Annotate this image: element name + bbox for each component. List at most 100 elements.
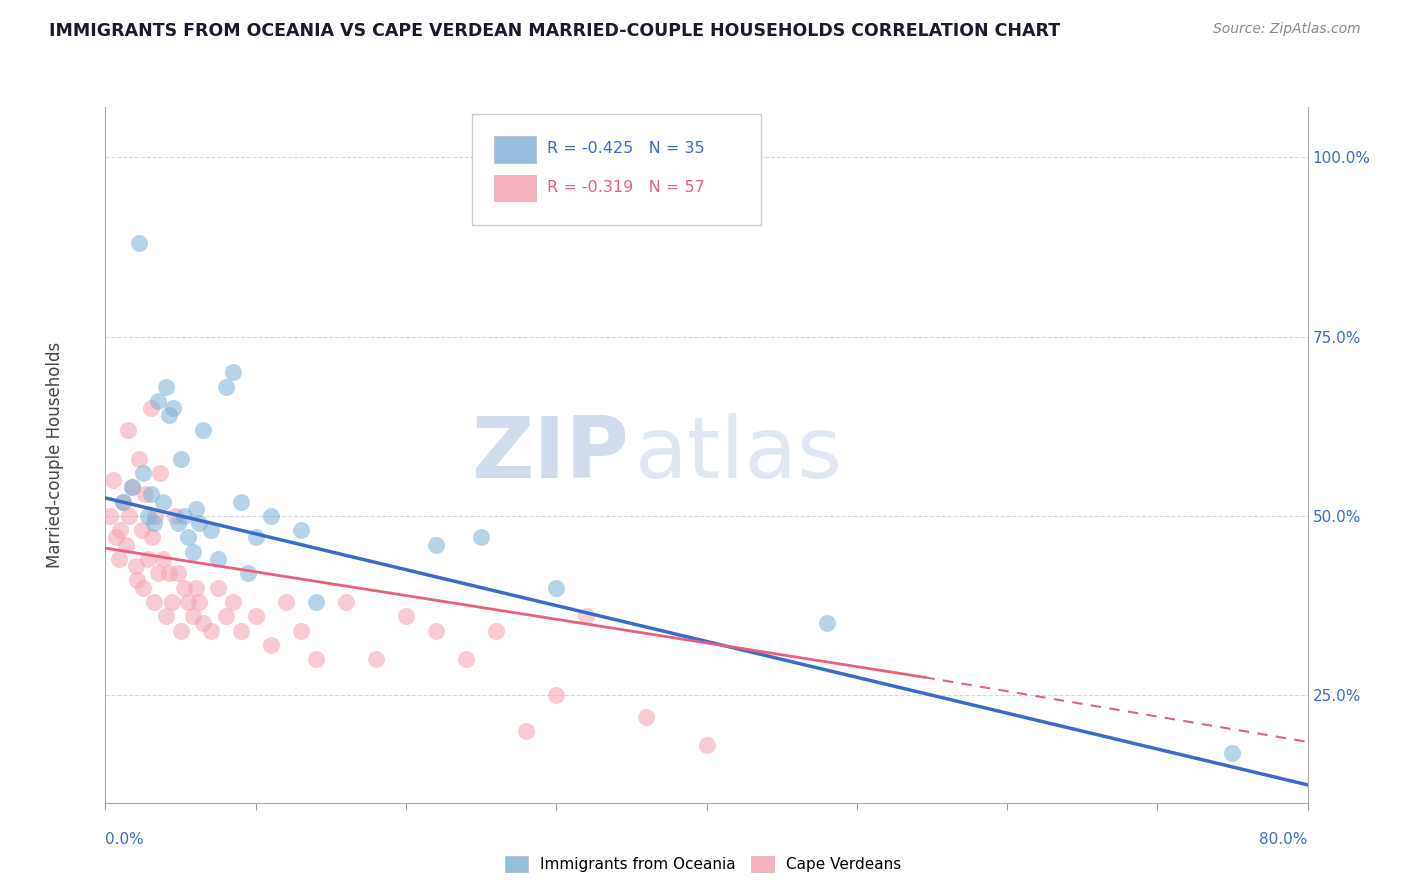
Point bbox=[200, 523, 222, 537]
Point bbox=[152, 552, 174, 566]
Point bbox=[207, 552, 229, 566]
Point bbox=[454, 652, 477, 666]
Legend: Immigrants from Oceania, Cape Verdeans: Immigrants from Oceania, Cape Verdeans bbox=[498, 848, 908, 880]
Point bbox=[274, 595, 297, 609]
Point bbox=[132, 466, 155, 480]
Point bbox=[815, 616, 838, 631]
Point bbox=[515, 724, 537, 739]
Text: R = -0.319   N = 57: R = -0.319 N = 57 bbox=[547, 180, 704, 195]
Point bbox=[260, 508, 283, 523]
Point bbox=[229, 494, 252, 508]
Point bbox=[118, 508, 141, 523]
Point bbox=[163, 508, 186, 523]
Point bbox=[305, 595, 328, 609]
Point bbox=[222, 366, 245, 380]
Point bbox=[177, 530, 200, 544]
Point bbox=[136, 552, 159, 566]
Text: IMMIGRANTS FROM OCEANIA VS CAPE VERDEAN MARRIED-COUPLE HOUSEHOLDS CORRELATION CH: IMMIGRANTS FROM OCEANIA VS CAPE VERDEAN … bbox=[49, 22, 1060, 40]
Point bbox=[108, 552, 131, 566]
Point bbox=[131, 523, 153, 537]
Point bbox=[146, 394, 169, 409]
Text: 0.0%: 0.0% bbox=[105, 832, 145, 847]
Point bbox=[290, 624, 312, 638]
FancyBboxPatch shape bbox=[494, 136, 536, 162]
Point bbox=[169, 451, 191, 466]
Point bbox=[157, 409, 180, 423]
Text: R = -0.425   N = 35: R = -0.425 N = 35 bbox=[547, 141, 704, 156]
Point bbox=[229, 624, 252, 638]
Point bbox=[98, 508, 121, 523]
Point bbox=[636, 710, 658, 724]
Point bbox=[142, 595, 165, 609]
Point bbox=[260, 638, 283, 652]
Point bbox=[142, 516, 165, 530]
Point bbox=[132, 581, 155, 595]
Point bbox=[191, 616, 214, 631]
Point bbox=[470, 530, 492, 544]
Point bbox=[162, 401, 184, 416]
Point bbox=[125, 574, 148, 588]
Point bbox=[305, 652, 328, 666]
Point bbox=[1222, 746, 1244, 760]
Point bbox=[169, 624, 191, 638]
Point bbox=[184, 501, 207, 516]
Point bbox=[335, 595, 357, 609]
Point bbox=[191, 423, 214, 437]
Point bbox=[112, 494, 135, 508]
Point bbox=[238, 566, 260, 581]
Point bbox=[575, 609, 598, 624]
Point bbox=[181, 609, 204, 624]
Point bbox=[110, 523, 132, 537]
Text: Source: ZipAtlas.com: Source: ZipAtlas.com bbox=[1213, 22, 1361, 37]
Point bbox=[155, 380, 177, 394]
Point bbox=[124, 559, 146, 574]
Point bbox=[200, 624, 222, 638]
Point bbox=[546, 688, 568, 702]
Point bbox=[214, 380, 236, 394]
Point bbox=[152, 494, 174, 508]
Point bbox=[546, 581, 568, 595]
Point bbox=[139, 401, 162, 416]
Point bbox=[128, 451, 150, 466]
Point bbox=[181, 545, 204, 559]
Point bbox=[112, 494, 135, 508]
Text: atlas: atlas bbox=[634, 413, 842, 497]
Point bbox=[425, 624, 447, 638]
Point bbox=[364, 652, 387, 666]
Point bbox=[143, 508, 166, 523]
Point bbox=[141, 530, 163, 544]
Point bbox=[155, 609, 177, 624]
Point bbox=[139, 487, 162, 501]
Point bbox=[128, 236, 150, 251]
Point bbox=[166, 566, 188, 581]
FancyBboxPatch shape bbox=[494, 175, 536, 201]
Point bbox=[173, 581, 195, 595]
Point bbox=[187, 516, 209, 530]
Point bbox=[290, 523, 312, 537]
Point bbox=[115, 538, 138, 552]
Point bbox=[166, 516, 188, 530]
Point bbox=[157, 566, 180, 581]
Point bbox=[245, 609, 267, 624]
Point bbox=[214, 609, 236, 624]
Point bbox=[207, 581, 229, 595]
Point bbox=[148, 466, 170, 480]
Point bbox=[177, 595, 200, 609]
Point bbox=[485, 624, 508, 638]
Point bbox=[425, 538, 447, 552]
Point bbox=[136, 508, 159, 523]
Text: Married-couple Households: Married-couple Households bbox=[46, 342, 63, 568]
Point bbox=[696, 739, 718, 753]
Point bbox=[245, 530, 267, 544]
Point bbox=[117, 423, 139, 437]
Point bbox=[104, 530, 127, 544]
Point bbox=[160, 595, 183, 609]
Text: ZIP: ZIP bbox=[471, 413, 628, 497]
Point bbox=[173, 508, 195, 523]
Point bbox=[395, 609, 418, 624]
Point bbox=[121, 480, 143, 494]
Point bbox=[222, 595, 245, 609]
Text: 80.0%: 80.0% bbox=[1260, 832, 1308, 847]
FancyBboxPatch shape bbox=[472, 114, 761, 226]
Point bbox=[187, 595, 209, 609]
